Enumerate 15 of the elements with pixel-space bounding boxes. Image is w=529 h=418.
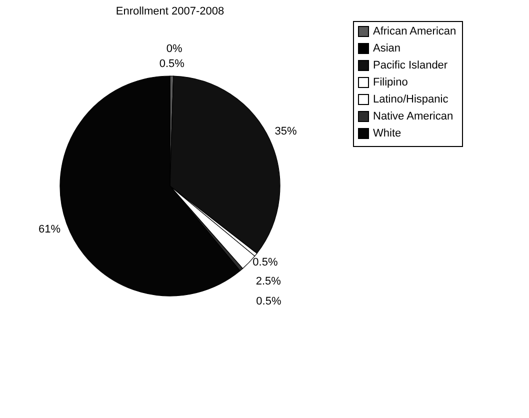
legend-label: African American xyxy=(373,26,456,38)
data-label: 61% xyxy=(38,223,61,236)
legend-label: Native American xyxy=(373,110,454,122)
text: 0% xyxy=(166,43,182,56)
legend-label: White xyxy=(373,128,402,140)
legend-label: Pacific Islander xyxy=(373,60,448,72)
data-label: 35% xyxy=(274,126,298,138)
data-label: 0.5% xyxy=(256,296,282,308)
data-label: 0.5% xyxy=(159,58,185,70)
legend-label: Latino/Hispanic xyxy=(373,94,449,106)
data-label: 2.5% xyxy=(256,275,282,288)
chart-title: Enrollment 2007-2008 xyxy=(116,6,224,18)
data-label: 0.5% xyxy=(252,256,278,268)
legend-label: Asian xyxy=(373,42,401,54)
legend-label: Filipino xyxy=(373,76,408,88)
